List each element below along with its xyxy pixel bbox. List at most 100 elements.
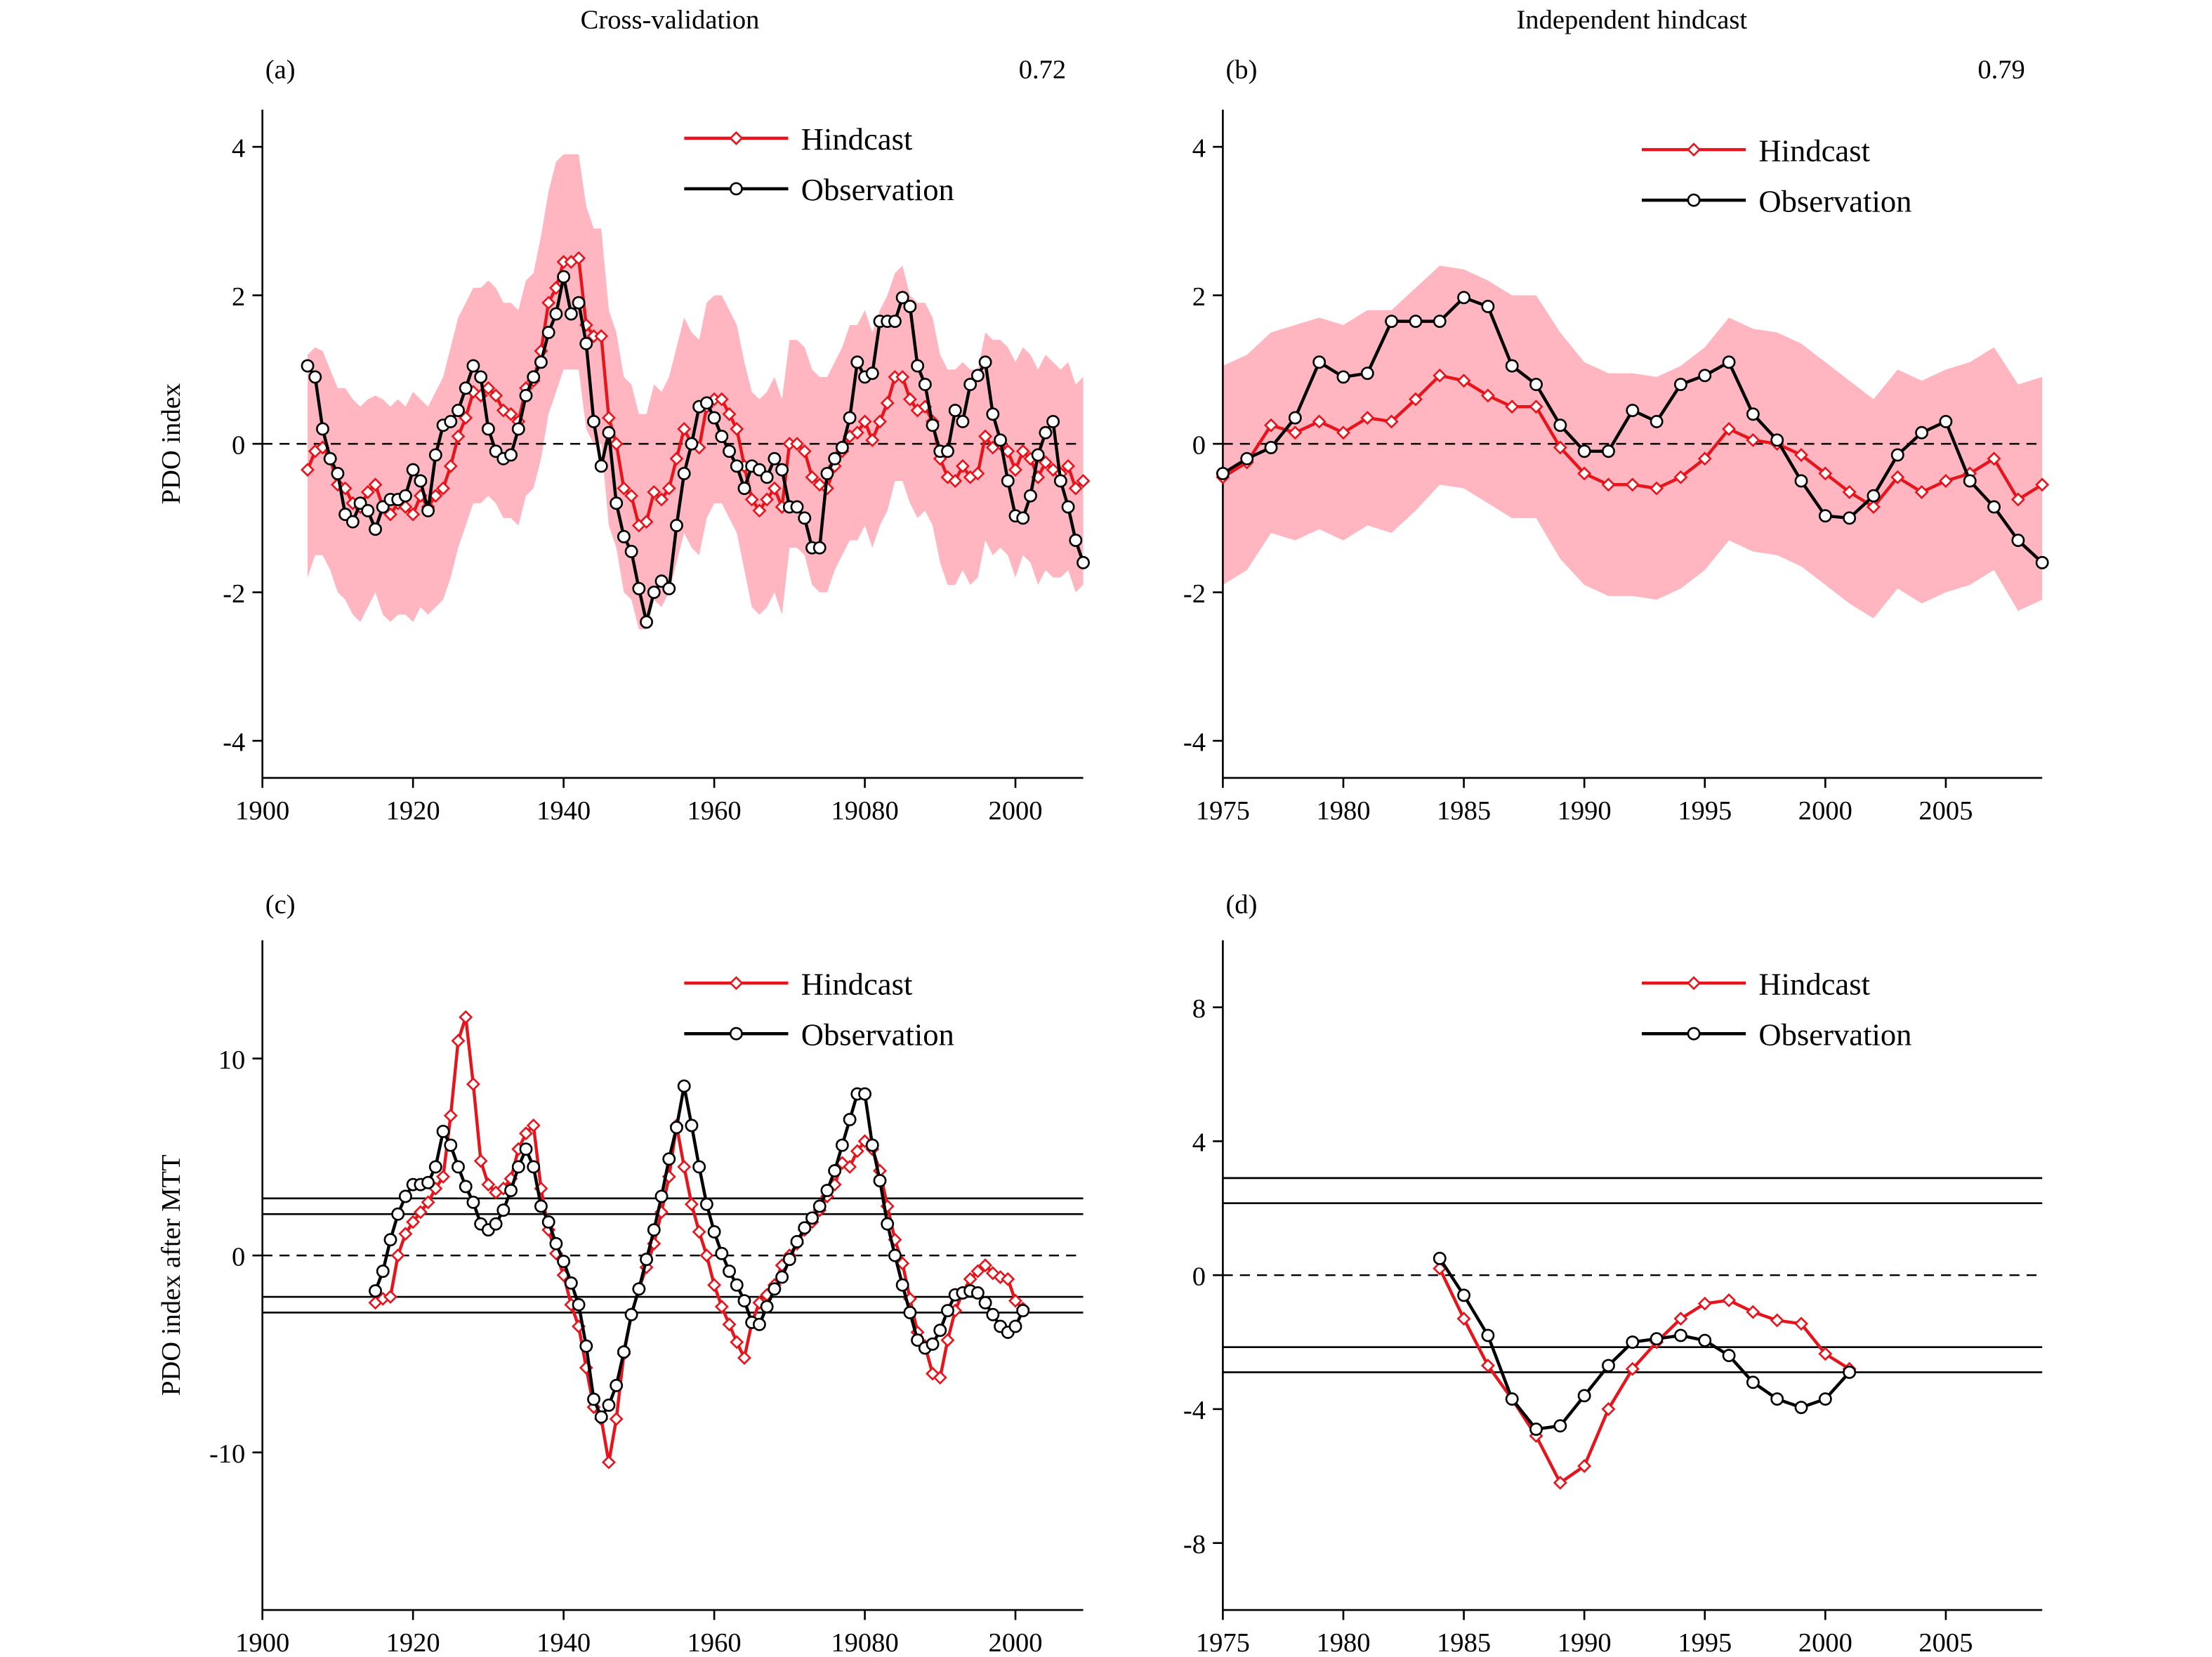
x-tick-label: 1940 — [536, 1628, 591, 1657]
circle-marker — [1722, 355, 1736, 369]
circle-marker — [594, 459, 608, 473]
diamond-marker — [1061, 458, 1076, 473]
circle-marker — [436, 1124, 450, 1138]
circle-marker — [308, 370, 322, 384]
legend-label: Observation — [801, 1017, 954, 1052]
diamond-marker — [978, 1258, 993, 1273]
y-tick-label: 0 — [1192, 1262, 1206, 1291]
circle-marker — [572, 296, 586, 310]
circle-marker — [1360, 367, 1374, 381]
uncertainty-band — [308, 154, 1084, 630]
diamond-marker — [730, 421, 744, 436]
diamond-marker — [1746, 1305, 1760, 1319]
diamond-marker — [902, 392, 917, 407]
diamond-marker — [1336, 425, 1350, 440]
diamond-marker — [398, 1227, 413, 1241]
diamond-marker — [383, 1290, 397, 1305]
circle-marker — [737, 482, 751, 495]
diamond-marker — [940, 1333, 955, 1347]
circle-marker — [1843, 1366, 1857, 1379]
circle-marker — [1031, 448, 1045, 462]
circle-marker — [534, 355, 548, 369]
circle-marker — [1963, 474, 1977, 488]
diamond-marker — [1408, 392, 1423, 407]
circle-marker — [812, 1199, 827, 1213]
circle-marker — [1288, 411, 1302, 425]
y-axis-label: PDO index — [157, 383, 186, 504]
diamond-marker — [714, 1300, 729, 1314]
circle-marker — [1987, 500, 2001, 514]
circle-marker — [1746, 407, 1760, 421]
circle-marker — [707, 1225, 721, 1239]
circle-marker — [1409, 315, 1423, 329]
diamond-marker — [1529, 400, 1543, 414]
diamond-marker — [541, 296, 556, 310]
diamond-marker — [601, 411, 616, 425]
circle-marker — [474, 370, 488, 384]
diamond-marker — [873, 414, 887, 429]
diamond-marker — [722, 407, 737, 421]
circle-marker — [534, 1199, 548, 1213]
circle-marker — [519, 1142, 533, 1156]
circle-marker — [1626, 404, 1640, 417]
diamond-marker — [436, 1169, 451, 1184]
circle-marker — [775, 463, 789, 477]
circle-marker — [1240, 451, 1254, 466]
circle-marker — [1650, 1332, 1664, 1346]
y-tick-label: 4 — [1192, 1128, 1206, 1158]
circle-marker — [820, 1184, 834, 1197]
circle-marker — [1016, 511, 1030, 525]
circle-marker — [1336, 370, 1350, 384]
circle-marker — [662, 1152, 676, 1166]
diamond-marker — [1505, 400, 1520, 414]
circle-marker — [496, 1203, 511, 1217]
legend-label: Hindcast — [801, 121, 913, 157]
circle-marker — [1008, 1319, 1022, 1333]
circle-marker — [602, 425, 616, 440]
circle-marker — [1553, 418, 1567, 433]
circle-marker — [805, 1211, 819, 1225]
x-tick-label: 1960 — [687, 796, 742, 826]
circle-marker — [1890, 448, 1904, 462]
circle-marker — [752, 1317, 766, 1331]
diamond-marker — [496, 403, 511, 418]
circle-marker — [1433, 315, 1447, 329]
diamond-marker — [601, 1455, 616, 1470]
circle-marker — [1053, 474, 1067, 488]
circle-marker — [1818, 1392, 1832, 1406]
diamond-marker — [436, 481, 451, 496]
diamond-marker — [1650, 481, 1664, 496]
circle-marker — [1722, 1349, 1736, 1363]
circle-marker — [730, 459, 744, 473]
diamond-marker — [948, 473, 963, 488]
circle-marker — [903, 300, 917, 313]
circle-marker — [1698, 369, 1712, 383]
x-tick-label: 1995 — [1678, 1628, 1732, 1657]
circle-marker — [376, 1265, 390, 1278]
x-tick-label: 1990 — [1558, 1628, 1612, 1657]
x-tick-label: 1975 — [1196, 796, 1250, 826]
circle-marker — [1069, 534, 1083, 548]
circle-marker — [729, 182, 743, 196]
circle-marker — [828, 1164, 842, 1177]
diamond-marker — [812, 477, 827, 492]
circle-marker — [406, 463, 420, 477]
diamond-marker — [1001, 444, 1015, 458]
circle-marker — [895, 291, 909, 305]
circle-marker — [715, 1246, 729, 1260]
diamond-marker — [639, 515, 654, 529]
diamond-marker — [451, 1034, 466, 1048]
diamond-marker — [699, 1248, 714, 1263]
circle-marker — [881, 1217, 895, 1231]
circle-marker — [1457, 291, 1471, 305]
y-tick-label: 0 — [1192, 430, 1206, 460]
diamond-marker — [1722, 421, 1737, 436]
diamond-marker — [707, 1278, 722, 1293]
circle-marker — [369, 522, 382, 536]
circle-marker — [1264, 440, 1278, 454]
circle-marker — [707, 411, 721, 425]
circle-marker — [956, 414, 970, 428]
circle-marker — [1915, 425, 1929, 440]
y-tick-label: -4 — [1183, 1396, 1206, 1425]
y-tick-label: 10 — [218, 1045, 246, 1075]
